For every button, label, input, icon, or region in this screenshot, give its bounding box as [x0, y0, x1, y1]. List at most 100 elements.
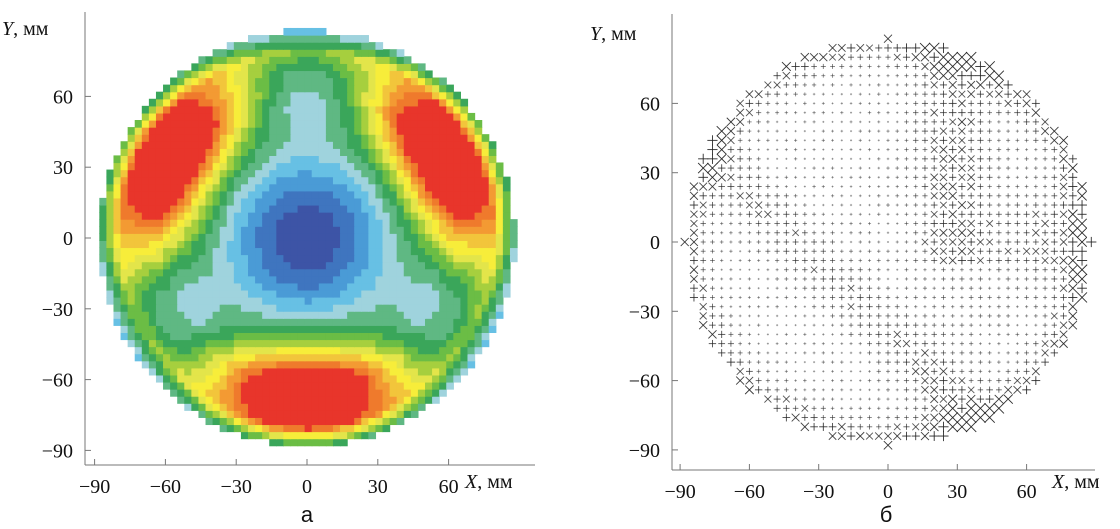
heatmap-cell	[425, 247, 433, 256]
heatmap-cell	[240, 424, 249, 433]
heatmap-cell	[148, 162, 157, 171]
heatmap-cell	[134, 332, 143, 341]
heatmap-cell	[219, 91, 228, 100]
heatmap-cell	[262, 35, 270, 43]
heatmap-cell	[219, 204, 228, 213]
heatmap-cell	[410, 77, 419, 86]
heatmap-cell	[389, 233, 398, 241]
heatmap-cell	[106, 212, 115, 220]
heatmap-cell	[120, 289, 129, 298]
strain-cross-mark	[921, 348, 929, 357]
heatmap-cell	[184, 233, 192, 241]
heatmap-cell	[410, 367, 419, 376]
heatmap-cell	[361, 332, 369, 341]
heatmap-cell	[425, 127, 433, 135]
strain-cross-mark	[716, 153, 727, 165]
heatmap-cell	[389, 289, 398, 298]
heatmap-cell	[205, 297, 214, 305]
heatmap-cell	[432, 297, 440, 305]
heatmap-cell	[148, 240, 157, 249]
heatmap-cell	[290, 105, 299, 114]
heatmap-cell	[332, 325, 341, 333]
heatmap-cell	[255, 282, 263, 291]
heatmap-cell	[141, 282, 150, 291]
heatmap-cell	[134, 204, 143, 213]
heatmap-cell	[226, 360, 235, 369]
heatmap-cell	[389, 247, 398, 256]
heatmap-cell	[170, 91, 178, 100]
heatmap-cell	[184, 134, 192, 142]
heatmap-cell	[375, 360, 384, 369]
heatmap-cell	[240, 169, 249, 178]
heatmap-cell	[332, 403, 341, 411]
heatmap-cell	[226, 346, 235, 355]
heatmap-cell	[113, 275, 122, 284]
heatmap-cell	[248, 141, 256, 149]
heatmap-cell	[417, 304, 426, 312]
strain-cross-mark	[1004, 385, 1013, 394]
heatmap-cell	[226, 304, 235, 312]
heatmap-cell	[226, 289, 235, 298]
heatmap-cell	[248, 417, 256, 426]
heatmap-cell	[396, 105, 405, 114]
heatmap-cell	[325, 84, 334, 93]
heatmap-cell	[283, 254, 292, 263]
strain-cross-mark	[967, 182, 976, 191]
heatmap-cell	[332, 311, 341, 319]
heatmap-cell	[410, 325, 419, 333]
heatmap-cell	[340, 70, 348, 79]
chart-b-markers	[680, 34, 1097, 450]
heatmap-cell	[481, 134, 490, 142]
heatmap-cell	[347, 304, 355, 312]
heatmap-cell	[120, 176, 129, 185]
strain-cross-mark	[1003, 394, 1014, 405]
heatmap-cell	[233, 268, 242, 277]
strain-cross-mark	[911, 367, 920, 376]
heatmap-cell	[205, 183, 214, 192]
heatmap-cell	[148, 212, 157, 220]
heatmap-cell	[170, 304, 178, 312]
heatmap-cell	[304, 424, 313, 433]
heatmap-cell	[113, 304, 122, 312]
heatmap-cell	[255, 141, 263, 149]
heatmap-cell	[382, 261, 391, 270]
heatmap-cell	[205, 112, 214, 121]
heatmap-cell	[233, 98, 242, 107]
heatmap-cell	[290, 120, 299, 128]
heatmap-cell	[318, 240, 327, 249]
heatmap-cell	[311, 233, 320, 241]
heatmap-cell	[276, 325, 284, 333]
strain-cross-mark	[929, 422, 939, 432]
heatmap-cell	[481, 233, 490, 241]
heatmap-cell	[233, 91, 242, 100]
heatmap-cell	[474, 304, 483, 312]
heatmap-cell	[304, 70, 313, 79]
heatmap-cell	[361, 35, 369, 43]
heatmap-cell	[99, 233, 107, 241]
heatmap-cell	[255, 325, 263, 333]
strain-cross-mark	[689, 182, 699, 191]
heatmap-cell	[396, 197, 405, 206]
heatmap-cell	[205, 346, 214, 355]
heatmap-cell	[425, 134, 433, 142]
heatmap-cell	[502, 212, 511, 220]
heatmap-cell	[347, 56, 355, 64]
heatmap-cell	[332, 169, 341, 178]
heatmap-cell	[155, 353, 164, 362]
heatmap-cell	[148, 332, 157, 341]
heatmap-cell	[347, 311, 355, 319]
heatmap-cell	[403, 169, 412, 178]
heatmap-cell	[269, 254, 277, 263]
heatmap-cell	[382, 325, 391, 333]
heatmap-cell	[283, 77, 292, 86]
heatmap-cell	[120, 325, 129, 333]
heatmap-cell	[276, 98, 284, 107]
heatmap-cell	[304, 169, 313, 178]
strain-cross-mark	[699, 210, 707, 218]
heatmap-cell	[177, 120, 185, 128]
heatmap-cell	[332, 438, 341, 447]
heatmap-cell	[269, 141, 277, 149]
heatmap-cell	[417, 127, 426, 135]
heatmap-cell	[205, 84, 214, 93]
heatmap-cell	[325, 396, 334, 404]
